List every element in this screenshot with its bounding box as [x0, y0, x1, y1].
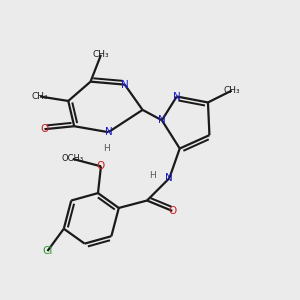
Text: H: H: [150, 171, 156, 180]
Text: N: N: [104, 127, 112, 137]
Text: N: N: [158, 115, 166, 125]
Text: N: N: [165, 173, 173, 183]
Text: CH₃: CH₃: [93, 50, 109, 59]
Text: CH₃: CH₃: [224, 86, 240, 95]
Text: OCH₃: OCH₃: [62, 154, 84, 164]
Text: CH₃: CH₃: [32, 92, 48, 101]
Text: O: O: [97, 161, 105, 171]
Text: N: N: [173, 92, 181, 101]
Text: O: O: [40, 124, 49, 134]
Text: H: H: [103, 144, 110, 153]
Text: O: O: [168, 206, 176, 216]
Text: Cl: Cl: [42, 246, 52, 256]
Text: N: N: [121, 80, 129, 90]
